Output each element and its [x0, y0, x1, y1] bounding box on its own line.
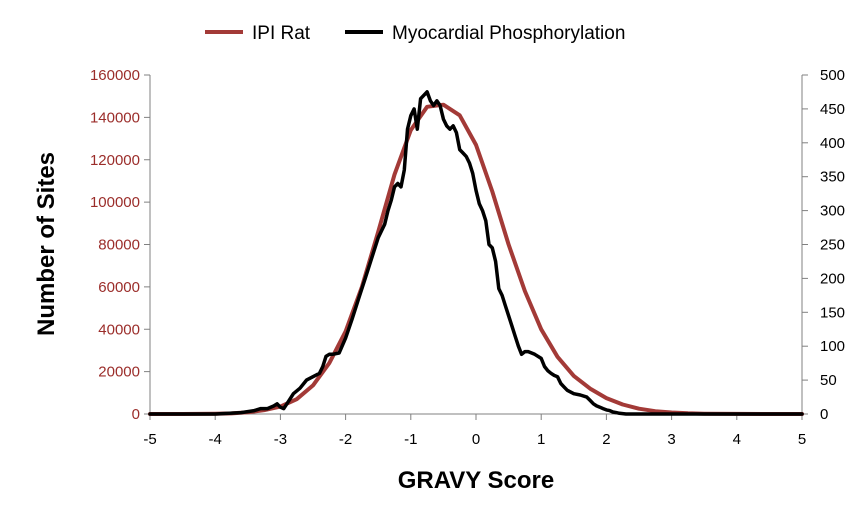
x-tick-label: 0 — [472, 431, 480, 448]
y-right-tick-label: 450 — [820, 101, 845, 118]
series-layer — [148, 90, 804, 416]
y-left-tick-label: 100000 — [90, 194, 140, 211]
y-left-tick-label: 40000 — [98, 321, 140, 338]
y-left-tick-label: 80000 — [98, 237, 140, 254]
legend: IPI Rat Myocardial Phosphorylation — [205, 23, 625, 44]
y-right-tick-label: 50 — [820, 372, 837, 389]
x-tick-label: 3 — [667, 431, 675, 448]
series-line-myocardial-phosphorylation — [148, 90, 804, 416]
x-tick-label: 4 — [733, 431, 741, 448]
y-right-tick-label: 400 — [820, 135, 845, 152]
legend-label-ipi-rat: IPI Rat — [252, 23, 311, 44]
series-line-ipi-rat — [148, 102, 804, 416]
ticks: 0200004000060000800001000001200001400001… — [90, 67, 845, 448]
x-tick-label: -1 — [404, 431, 417, 448]
y-axis-title: Number of Sites — [33, 152, 60, 336]
x-axis-title: GRAVY Score — [398, 467, 555, 494]
x-tick-label: -5 — [143, 431, 156, 448]
x-tick-label: 1 — [537, 431, 545, 448]
y-right-tick-label: 500 — [820, 67, 845, 84]
y-right-tick-label: 350 — [820, 169, 845, 186]
y-left-tick-label: 0 — [132, 406, 140, 423]
y-right-tick-label: 250 — [820, 237, 845, 254]
y-right-tick-label: 200 — [820, 270, 845, 287]
y-right-tick-label: 300 — [820, 203, 845, 220]
x-tick-label: -4 — [209, 431, 222, 448]
y-left-tick-label: 20000 — [98, 364, 140, 381]
axes — [149, 75, 803, 415]
x-tick-label: 5 — [798, 431, 806, 448]
y-left-tick-label: 160000 — [90, 67, 140, 84]
x-tick-label: -3 — [274, 431, 287, 448]
legend-label-myocardial-phosphorylation: Myocardial Phosphorylation — [392, 23, 625, 44]
x-tick-label: -2 — [339, 431, 352, 448]
y-left-tick-label: 120000 — [90, 152, 140, 169]
x-tick-label: 2 — [602, 431, 610, 448]
y-left-tick-label: 140000 — [90, 109, 140, 126]
y-right-tick-label: 150 — [820, 304, 845, 321]
y-right-tick-label: 100 — [820, 338, 845, 355]
y-right-tick-label: 0 — [820, 406, 828, 423]
y-left-tick-label: 60000 — [98, 279, 140, 296]
